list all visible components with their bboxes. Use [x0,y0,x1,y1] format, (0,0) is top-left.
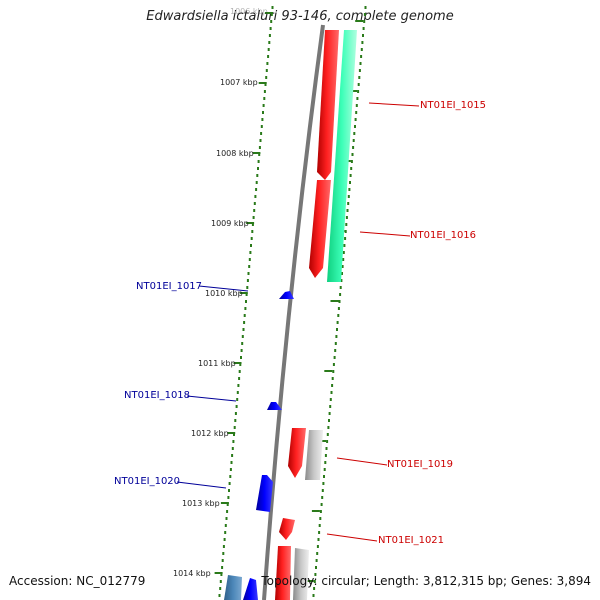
gene-label-NT01EI_1020[interactable]: NT01EI_1020 [114,476,180,487]
genome-backbone [262,24,325,600]
map-title: Edwardsiella ictaluri 93-146, complete g… [146,9,454,24]
gene-label-NT01EI_1019[interactable]: NT01EI_1019 [387,459,453,470]
reverse-gene-fragment-1 [224,575,242,600]
gene-label-NT01EI_1018[interactable]: NT01EI_1018 [124,390,190,401]
tick-label-1012: 1012 kbp [191,429,229,438]
gene-feature-NT01EI_1020[interactable] [256,475,273,512]
gene-feature-NT01EI_1021[interactable] [279,518,295,540]
gene-feature-NT01EI_1016[interactable] [309,180,331,278]
gene-feature-NT01EI_1015[interactable] [317,30,339,180]
tick-label-1009: 1009 kbp [211,219,249,228]
gene-label-NT01EI_1016[interactable]: NT01EI_1016 [410,230,476,241]
gene-labels: NT01EI_1015 NT01EI_1016 NT01EI_1017 NT01… [114,100,486,546]
tick-label-1014: 1014 kbp [173,569,211,578]
gc-skew-band [327,30,357,282]
ruler-dots [218,6,367,597]
gene-feature-NT01EI_1017[interactable] [279,291,294,299]
genome-summary-text: Topology: circular; Length: 3,812,315 bp… [261,574,591,588]
gene-feature-NT01EI_1019[interactable] [288,428,306,478]
tick-label-1007: 1007 kbp [220,78,258,87]
reverse-gene-fragment-2 [243,578,258,600]
gene-label-NT01EI_1017[interactable]: NT01EI_1017 [136,281,202,292]
gene-label-NT01EI_1015[interactable]: NT01EI_1015 [420,100,486,111]
gene-feature-NT01EI_1018[interactable] [267,402,282,410]
tick-label-1010: 1010 kbp [205,289,243,298]
accession-text: Accession: NC_012779 [9,574,146,588]
tick-label-1013: 1013 kbp [182,499,220,508]
gene-callouts [176,102,420,542]
tick-label-1008: 1008 kbp [216,149,254,158]
gene-label-NT01EI_1021[interactable]: NT01EI_1021 [378,535,444,546]
rna-feature-1 [305,430,323,480]
tick-label-1006: 1006 kbp [230,7,268,16]
ruler-tick-labels: 1006 kbp 1007 kbp 1008 kbp 1009 kbp 1010… [173,7,268,578]
rna-feature-2 [293,548,309,600]
tick-label-1011: 1011 kbp [198,359,236,368]
forward-gene-fragment [275,546,291,600]
